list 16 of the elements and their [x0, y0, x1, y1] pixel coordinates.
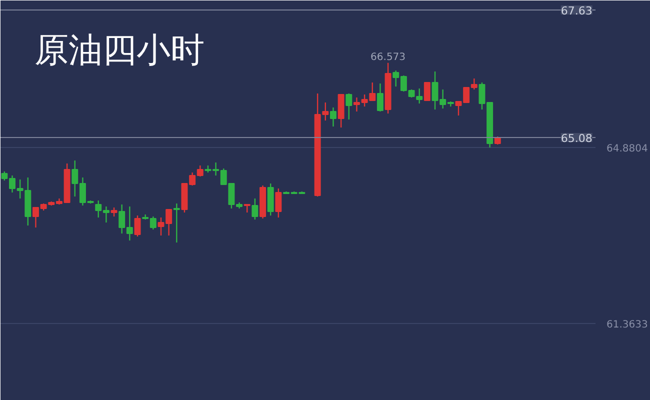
ref-line-label: 65.08: [560, 132, 592, 145]
candlestick: [376, 82, 384, 112]
candlestick: [267, 182, 274, 216]
y-tick-label: 61.3633: [606, 319, 648, 330]
annotation: 66.573: [370, 52, 406, 63]
candlestick: [252, 198, 258, 220]
candlestick: [173, 202, 180, 244]
y-tick-label: 64.8804: [606, 143, 648, 154]
candlestick: [346, 92, 352, 120]
candlestick: [275, 188, 282, 218]
ref-line-label: 67.63: [560, 4, 592, 18]
candlestick: [330, 106, 336, 128]
text: 原油四小时: [34, 30, 204, 70]
candlestick: [424, 82, 430, 101]
candlestick: [134, 214, 141, 238]
candlestick: [338, 94, 344, 128]
